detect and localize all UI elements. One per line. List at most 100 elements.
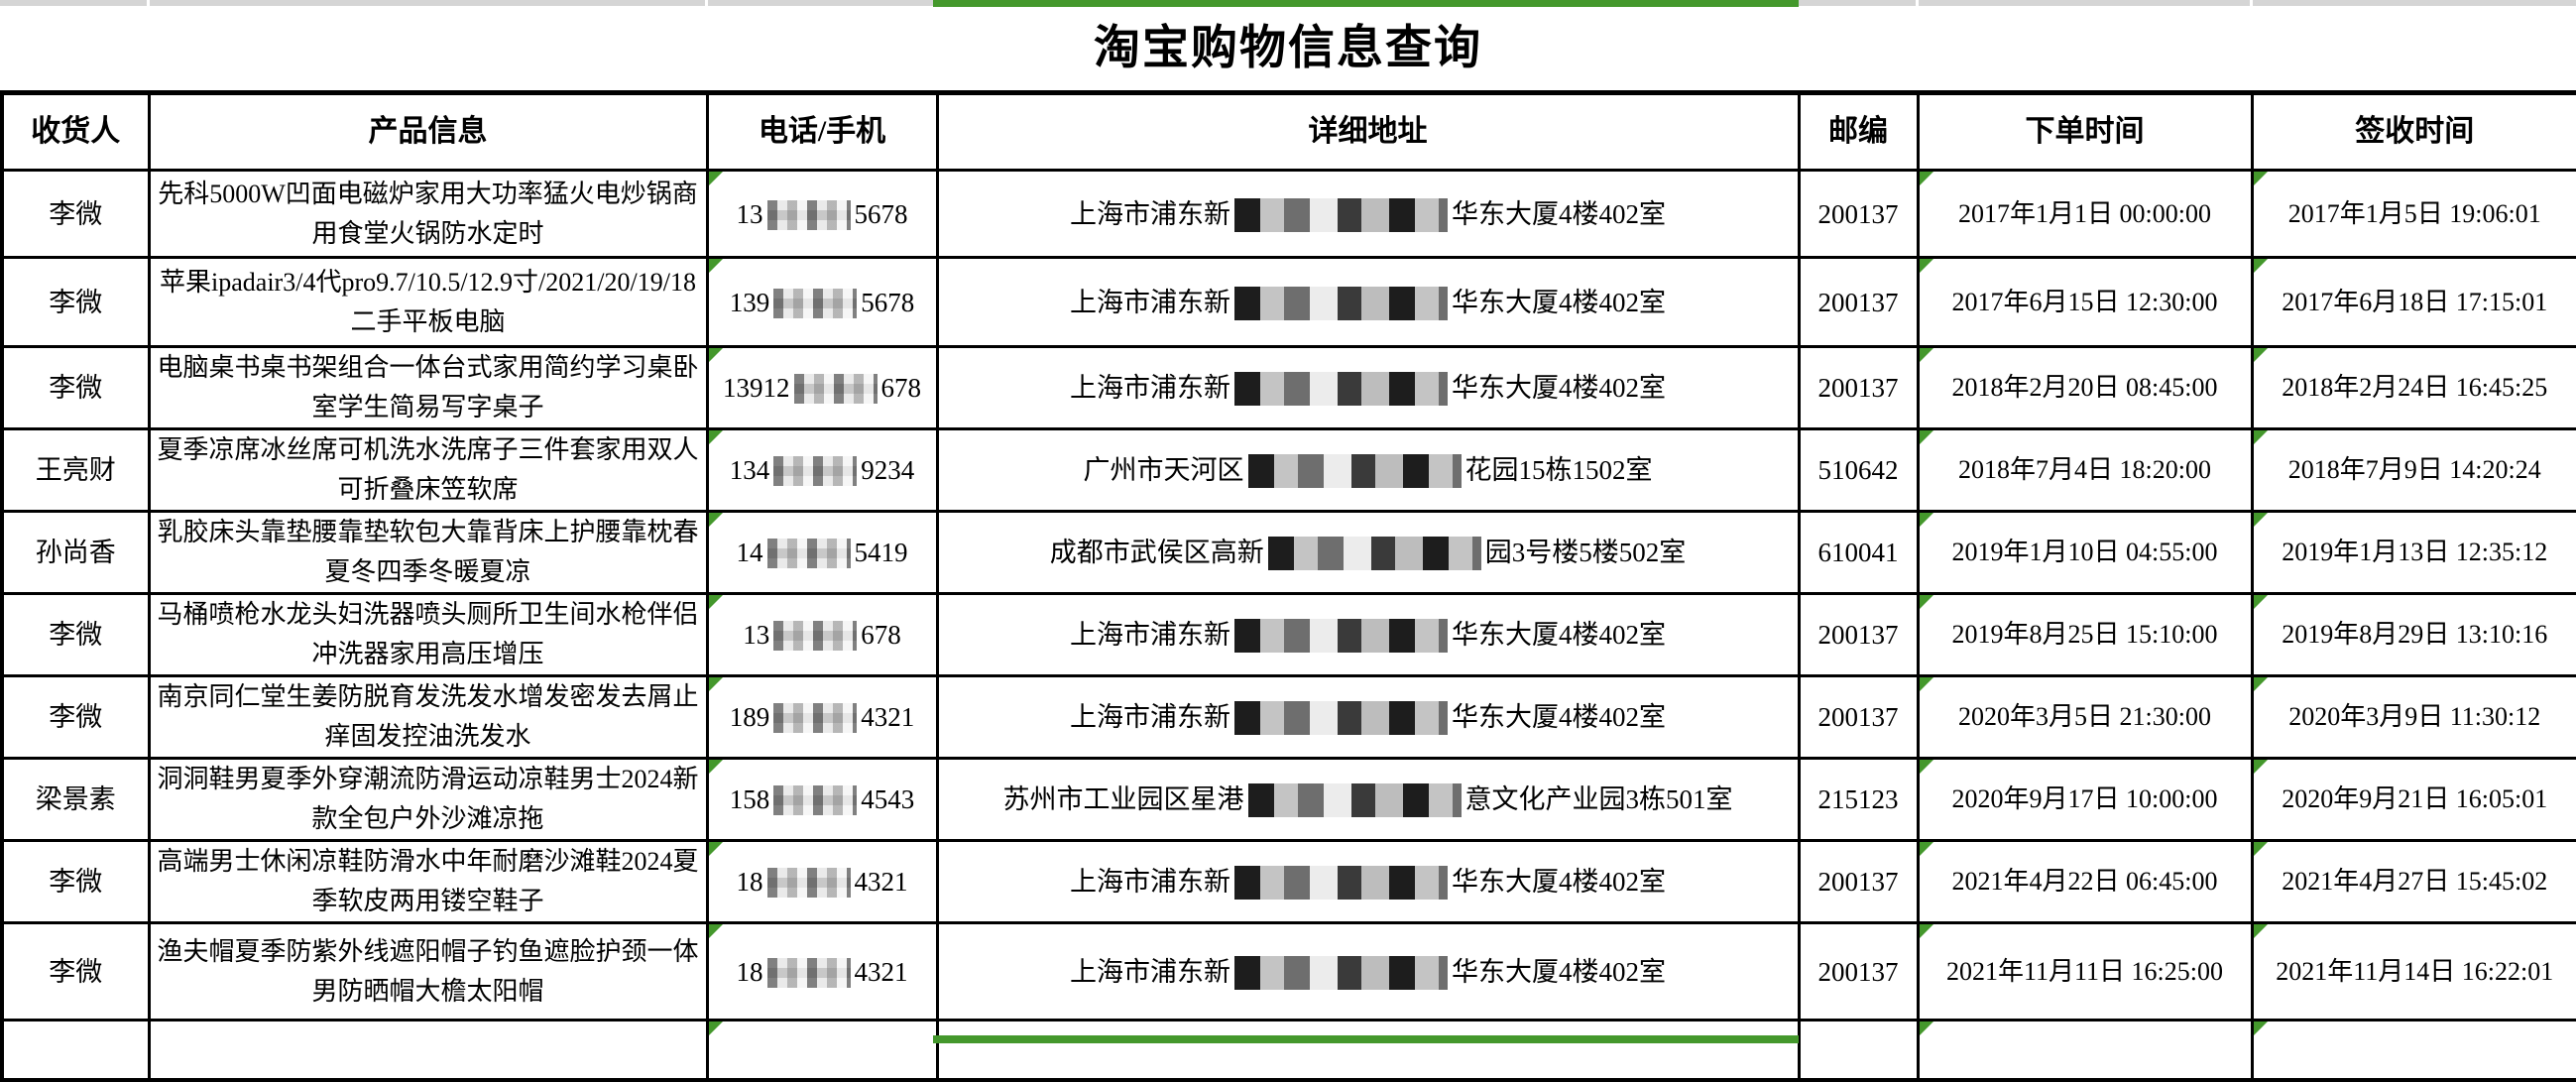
cell-order-time[interactable]: 2017年6月15日 12:30:00 — [1916, 256, 2254, 348]
cell-address[interactable]: 上海市浦东新 华东大厦4楼402室 — [935, 921, 1801, 1022]
header-product[interactable]: 产品信息 — [147, 91, 709, 172]
cell-product[interactable]: 马桶喷枪水龙头妇洗器喷头厕所卫生间水枪伴侣冲洗器家用高压增压 — [147, 592, 709, 677]
cell-phone[interactable] — [705, 1019, 939, 1081]
cell-order-time[interactable]: 2021年11月11日 16:25:00 — [1916, 921, 2254, 1022]
cell-product[interactable]: 南京同仁堂生姜防脱育发洗发水增发密发去屑止痒固发控油洗发水 — [147, 674, 709, 760]
redaction-mosaic — [773, 703, 858, 733]
cell-product[interactable]: 先科5000W凹面电磁炉家用大功率猛火电炒锅商用食堂火锅防水定时 — [147, 169, 709, 259]
cell-phone[interactable]: 13912 678 — [705, 345, 939, 430]
cell-zip[interactable]: 215123 — [1797, 757, 1920, 842]
header-address[interactable]: 详细地址 — [935, 91, 1801, 172]
cell-address[interactable]: 苏州市工业园区星港 意文化产业园3栋501室 — [935, 757, 1801, 842]
cell-recipient[interactable]: 李微 — [0, 592, 151, 677]
cell-sign-time[interactable]: 2018年2月24日 16:45:25 — [2250, 345, 2576, 430]
cell-recipient[interactable]: 李微 — [0, 839, 151, 924]
cell-product[interactable]: 夏季凉席冰丝席可机洗水洗席子三件套家用双人可折叠床笠软席 — [147, 427, 709, 513]
address-suffix: 意文化产业园3栋501室 — [1464, 784, 1733, 814]
order-time: 2021年4月22日 06:45:00 — [1951, 867, 2218, 896]
cell-product[interactable]: 洞洞鞋男夏季外穿潮流防滑运动凉鞋男士2024新款全包户外沙滩凉拖 — [147, 757, 709, 842]
cell-zip[interactable]: 200137 — [1797, 592, 1920, 677]
cell-zip[interactable]: 610041 — [1797, 510, 1920, 595]
cell-sign-time[interactable]: 2017年1月5日 19:06:01 — [2250, 169, 2576, 259]
header-zip[interactable]: 邮编 — [1797, 91, 1920, 172]
cell-product[interactable]: 电脑桌书桌书架组合一体台式家用简约学习桌卧室学生简易写字桌子 — [147, 345, 709, 430]
cell-product[interactable]: 渔夫帽夏季防紫外线遮阳帽子钓鱼遮脸护颈一体男防晒帽大檐太阳帽 — [147, 921, 709, 1022]
cell-address[interactable] — [935, 1019, 1801, 1081]
cell-phone[interactable]: 134 9234 — [705, 427, 939, 513]
cell-phone[interactable]: 18 4321 — [705, 921, 939, 1022]
table-row-clipped — [0, 1019, 2576, 1081]
header-order-time[interactable]: 下单时间 — [1916, 91, 2254, 172]
cell-recipient[interactable] — [0, 1019, 151, 1081]
cell-order-time[interactable]: 2018年2月20日 08:45:00 — [1916, 345, 2254, 430]
cell-recipient[interactable]: 王亮财 — [0, 427, 151, 513]
phone-prefix: 14 — [736, 538, 763, 567]
cell-address[interactable]: 上海市浦东新 华东大厦4楼402室 — [935, 169, 1801, 259]
cell-recipient[interactable]: 孙尚香 — [0, 510, 151, 595]
cell-recipient[interactable]: 李微 — [0, 256, 151, 348]
cell-phone[interactable]: 18 4321 — [705, 839, 939, 924]
cell-product[interactable]: 高端男士休闲凉鞋防滑水中年耐磨沙滩鞋2024夏季软皮两用镂空鞋子 — [147, 839, 709, 924]
cell-order-time[interactable] — [1916, 1019, 2254, 1081]
cell-phone[interactable]: 13 678 — [705, 592, 939, 677]
cell-address[interactable]: 上海市浦东新 华东大厦4楼402室 — [935, 345, 1801, 430]
product-info: 马桶喷枪水龙头妇洗器喷头厕所卫生间水枪伴侣冲洗器家用高压增压 — [157, 600, 699, 668]
cell-order-time[interactable]: 2018年7月4日 18:20:00 — [1916, 427, 2254, 513]
cell-address[interactable]: 上海市浦东新 华东大厦4楼402室 — [935, 256, 1801, 348]
address-prefix: 上海市浦东新 — [1070, 198, 1230, 229]
cell-recipient[interactable]: 李微 — [0, 169, 151, 259]
cell-zip[interactable]: 200137 — [1797, 345, 1920, 430]
cell-address[interactable]: 上海市浦东新 华东大厦4楼402室 — [935, 674, 1801, 760]
header-recipient[interactable]: 收货人 — [0, 91, 151, 172]
cell-sign-time[interactable]: 2021年11月14日 16:22:01 — [2250, 921, 2576, 1022]
recipient-name: 李微 — [49, 867, 103, 897]
cell-order-time[interactable]: 2019年8月25日 15:10:00 — [1916, 592, 2254, 677]
recipient-name: 梁景素 — [35, 784, 116, 814]
address-prefix: 苏州市工业园区星港 — [1002, 784, 1244, 814]
header-sign-time[interactable]: 签收时间 — [2250, 91, 2576, 172]
recipient-name: 孙尚香 — [35, 538, 116, 567]
cell-order-time[interactable]: 2021年4月22日 06:45:00 — [1916, 839, 2254, 924]
cell-sign-time[interactable]: 2020年3月9日 11:30:12 — [2250, 674, 2576, 760]
cell-product[interactable] — [147, 1019, 709, 1081]
cell-recipient[interactable]: 梁景素 — [0, 757, 151, 842]
address-suffix: 园3号楼5楼502室 — [1484, 538, 1687, 567]
cell-sign-time[interactable] — [2250, 1019, 2576, 1081]
cell-zip[interactable] — [1797, 1019, 1920, 1081]
cell-product[interactable]: 乳胶床头靠垫腰靠垫软包大靠背床上护腰靠枕春夏冬四季冬暖夏凉 — [147, 510, 709, 595]
cell-address[interactable]: 广州市天河区 花园15栋1502室 — [935, 427, 1801, 513]
cell-zip[interactable]: 200137 — [1797, 674, 1920, 760]
cell-recipient[interactable]: 李微 — [0, 345, 151, 430]
cell-zip[interactable]: 200137 — [1797, 839, 1920, 924]
phone-prefix: 134 — [729, 455, 770, 485]
cell-sign-time[interactable]: 2020年9月21日 16:05:01 — [2250, 757, 2576, 842]
cell-phone[interactable]: 13 5678 — [705, 169, 939, 259]
cell-sign-time[interactable]: 2021年4月27日 15:45:02 — [2250, 839, 2576, 924]
cell-recipient[interactable]: 李微 — [0, 674, 151, 760]
cell-zip[interactable]: 200137 — [1797, 256, 1920, 348]
cell-sign-time[interactable]: 2017年6月18日 17:15:01 — [2250, 256, 2576, 348]
cell-zip[interactable]: 510642 — [1797, 427, 1920, 513]
cell-product[interactable]: 苹果ipadair3/4代pro9.7/10.5/12.9寸/2021/20/1… — [147, 256, 709, 348]
cell-phone[interactable]: 158 4543 — [705, 757, 939, 842]
address-prefix: 成都市武侯区高新 — [1049, 538, 1264, 567]
cell-order-time[interactable]: 2019年1月10日 04:55:00 — [1916, 510, 2254, 595]
cell-order-time[interactable]: 2020年9月17日 10:00:00 — [1916, 757, 2254, 842]
cell-sign-time[interactable]: 2019年1月13日 12:35:12 — [2250, 510, 2576, 595]
cell-phone[interactable]: 189 4321 — [705, 674, 939, 760]
cell-zip[interactable]: 200137 — [1797, 169, 1920, 259]
cell-order-time[interactable]: 2020年3月5日 21:30:00 — [1916, 674, 2254, 760]
cell-address[interactable]: 上海市浦东新 华东大厦4楼402室 — [935, 592, 1801, 677]
sign-time: 2021年4月27日 15:45:02 — [2282, 867, 2548, 896]
cell-phone[interactable]: 139 5678 — [705, 256, 939, 348]
cell-recipient[interactable]: 李微 — [0, 921, 151, 1022]
cell-zip[interactable]: 200137 — [1797, 921, 1920, 1022]
cell-sign-time[interactable]: 2018年7月9日 14:20:24 — [2250, 427, 2576, 513]
header-phone[interactable]: 电话/手机 — [705, 91, 939, 172]
cell-address[interactable]: 上海市浦东新 华东大厦4楼402室 — [935, 839, 1801, 924]
cell-order-time[interactable]: 2017年1月1日 00:00:00 — [1916, 169, 2254, 259]
cell-phone[interactable]: 14 5419 — [705, 510, 939, 595]
redaction-mosaic — [1234, 955, 1448, 990]
cell-sign-time[interactable]: 2019年8月29日 13:10:16 — [2250, 592, 2576, 677]
cell-address[interactable]: 成都市武侯区高新 园3号楼5楼502室 — [935, 510, 1801, 595]
